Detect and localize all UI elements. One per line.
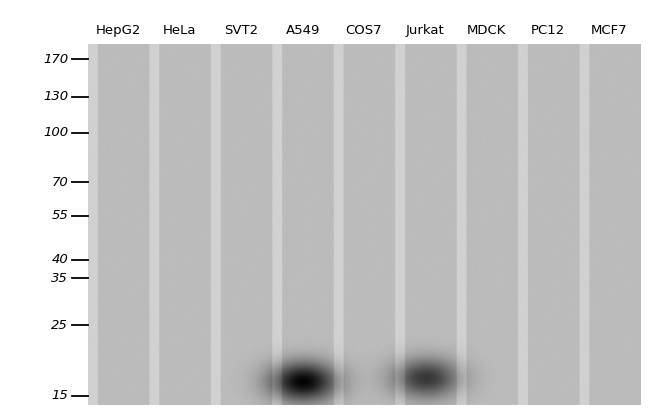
- Text: 25: 25: [51, 319, 68, 331]
- Text: Jurkat: Jurkat: [406, 24, 445, 37]
- Text: 15: 15: [51, 389, 68, 403]
- Text: PC12: PC12: [531, 24, 566, 37]
- Text: MCF7: MCF7: [592, 24, 628, 37]
- Text: 40: 40: [51, 253, 68, 266]
- Text: A549: A549: [285, 24, 320, 37]
- Text: 70: 70: [51, 176, 68, 189]
- Text: 100: 100: [43, 126, 68, 140]
- Text: COS7: COS7: [346, 24, 382, 37]
- Text: 170: 170: [43, 53, 68, 66]
- Text: SVT2: SVT2: [224, 24, 258, 37]
- Text: MDCK: MDCK: [467, 24, 506, 37]
- Text: HeLa: HeLa: [163, 24, 196, 37]
- Text: 130: 130: [43, 90, 68, 103]
- Text: 55: 55: [51, 209, 68, 222]
- Text: HepG2: HepG2: [96, 24, 141, 37]
- Text: 35: 35: [51, 272, 68, 285]
